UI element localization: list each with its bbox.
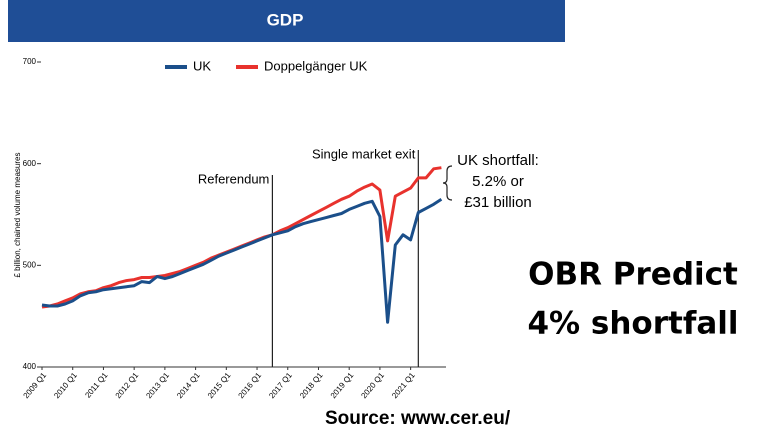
source: Source: www.cer.eu/ [325, 408, 511, 429]
x-tick-label: 2013 Q1 [144, 370, 171, 400]
series-line [41, 198, 443, 324]
legend-label: Doppelgänger UK [264, 58, 368, 73]
x-tick-label: 2014 Q1 [175, 370, 202, 400]
header-bar [8, 0, 565, 42]
y-tick-label: 600 [23, 159, 37, 168]
event-label: Referendum [198, 171, 270, 186]
x-tick-label: 2020 Q1 [359, 370, 386, 400]
x-tick-label: 2011 Q1 [83, 370, 110, 399]
y-tick-label: 500 [23, 260, 37, 269]
x-tick-label: 2012 Q1 [114, 370, 141, 400]
callout-line: 4% shortfall [527, 306, 738, 342]
header-title: GDP [267, 10, 304, 29]
x-tick-label: 2021 Q1 [390, 370, 417, 400]
y-tick-label: 400 [23, 362, 37, 371]
shortfall-label: 5.2% or [472, 173, 524, 190]
callout-line: OBR Predict [528, 257, 738, 293]
y-axis-label: £ billion, chained volume measures [13, 153, 22, 278]
x-tick-label: 2015 Q1 [206, 370, 233, 400]
shortfall-label: UK shortfall: [457, 152, 539, 169]
x-tick-label: 2016 Q1 [237, 370, 264, 400]
x-tick-label: 2018 Q1 [298, 370, 325, 400]
legend-label: UK [193, 58, 211, 73]
x-tick-label: 2017 Q1 [267, 370, 294, 400]
x-tick-label: 2009 Q1 [22, 370, 49, 400]
shortfall-label: £31 billion [464, 194, 532, 211]
brace [442, 165, 453, 201]
y-tick-label: 700 [23, 57, 37, 66]
x-tick-label: 2010 Q1 [52, 370, 79, 400]
x-tick-label: 2019 Q1 [329, 370, 356, 400]
event-label: Single market exit [312, 146, 416, 161]
